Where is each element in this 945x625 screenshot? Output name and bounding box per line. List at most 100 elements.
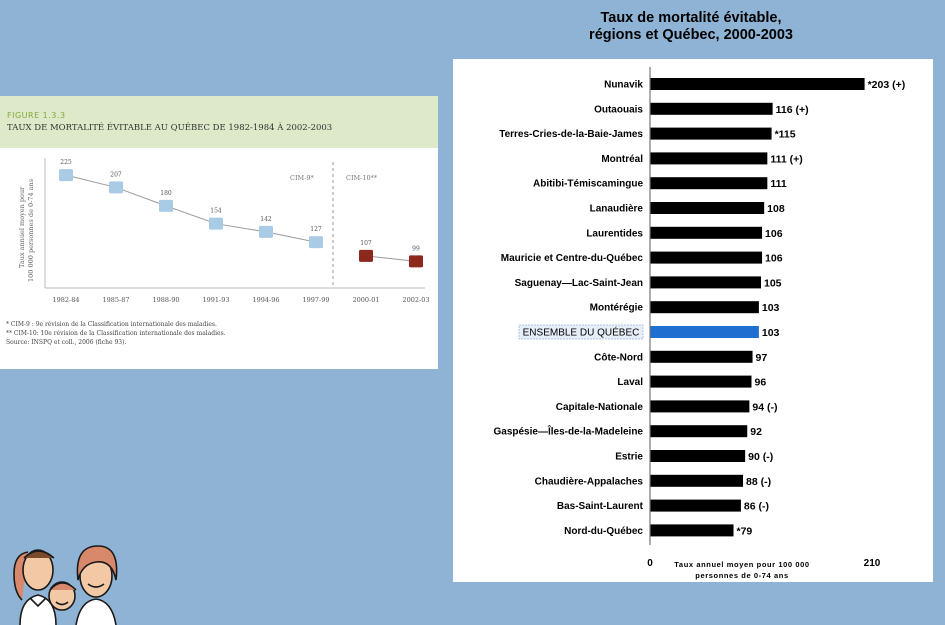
bar <box>650 276 761 289</box>
x-tick-0: 0 <box>647 558 653 569</box>
cim10-label: CIM-10** <box>346 174 378 182</box>
figure-notes: * CIM-9 : 9e révision de la Classificati… <box>6 320 226 347</box>
bar <box>650 400 750 413</box>
category-label: Bas-Saint-Laurent <box>557 501 644 512</box>
trend-line-chart: Taux annuel moyen pour 100 000 personnes… <box>18 158 430 304</box>
category-label: Capitale-Nationale <box>556 402 644 413</box>
bar <box>650 450 746 462</box>
value-label: *203 (+) <box>868 79 906 91</box>
category-label: Saguenay—Lac-Saint-Jean <box>515 278 643 289</box>
value-label: 97 <box>756 352 768 364</box>
line-chart-ylabel-2: 100 000 personnes de 0-74 ans <box>27 179 35 282</box>
bar-chart-panel: Nunavik *203 (+) Outaouais 116 (+) Terres-Cr… <box>453 59 933 582</box>
x-tick-label: 1985-87 <box>102 296 129 304</box>
x-tick-label: 1988-90 <box>152 296 179 304</box>
data-label: 99 <box>412 245 420 252</box>
bar-highlight <box>650 326 759 338</box>
category-label: Estrie <box>615 452 643 463</box>
data-label: 142 <box>260 216 272 223</box>
value-label: 103 <box>762 302 780 314</box>
x-tick-210: 210 <box>864 558 881 569</box>
data-label: 225 <box>60 159 72 166</box>
value-label: 106 <box>765 253 783 265</box>
category-label: Chaudière-Appalaches <box>535 476 644 487</box>
data-label: 207 <box>110 171 122 178</box>
bar <box>650 177 768 190</box>
bar <box>650 102 773 115</box>
x-tick-label: 1994-96 <box>252 296 279 304</box>
line-chart-ylabel-1: Taux annuel moyen pour <box>18 186 26 268</box>
x-tick-label: 1991-93 <box>202 296 229 304</box>
value-label: 103 <box>762 327 780 339</box>
bar-chart-title: Taux de mortalité évitable, régions et Q… <box>541 10 841 44</box>
category-label: Terres-Cries-de-la-Baie-James <box>499 129 643 140</box>
left-figure-panel: FIGURE 1.3.3 TAUX DE MORTALITÉ ÉVITABLE … <box>0 96 438 369</box>
value-label: 90 (-) <box>748 451 773 463</box>
value-label: 105 <box>764 277 782 289</box>
x-axis-label-1: Taux annuel moyen pour 100 000 <box>674 560 809 569</box>
data-point <box>159 199 173 212</box>
data-point <box>209 217 223 230</box>
bar-chart-title-line-1: Taux de mortalité évitable, <box>600 10 782 26</box>
family-illustration <box>13 545 118 625</box>
data-point <box>359 249 373 262</box>
figure-title: TAUX DE MORTALITÉ ÉVITABLE AU QUÉBEC DE … <box>7 123 333 133</box>
x-tick-label: 2002-03 <box>402 296 429 304</box>
value-label: 88 (-) <box>746 476 771 488</box>
figure-label: FIGURE 1.3.3 <box>7 111 66 120</box>
value-label: 108 <box>767 203 785 215</box>
bar <box>650 301 759 314</box>
value-label: 111 (+) <box>770 153 802 165</box>
value-label: 111 <box>770 178 787 190</box>
bar <box>650 78 865 90</box>
x-tick-label: 1997-99 <box>302 296 329 304</box>
category-label: Montérégie <box>590 303 644 314</box>
category-label: Laval <box>617 377 643 388</box>
figure-header: FIGURE 1.3.3 TAUX DE MORTALITÉ ÉVITABLE … <box>0 96 438 148</box>
value-label: 94 (-) <box>752 401 777 413</box>
regional-bar-chart: Nunavik *203 (+) Outaouais 116 (+) Terres-Cr… <box>493 67 906 580</box>
bar <box>650 425 748 438</box>
x-tick-label: 1982-84 <box>52 296 79 304</box>
value-label: 116 (+) <box>776 104 809 116</box>
highlight-label-box <box>518 324 644 340</box>
bar <box>650 524 734 537</box>
category-label: Côte-Nord <box>594 352 643 363</box>
data-point <box>409 255 423 268</box>
bar <box>650 202 765 214</box>
x-tick-label: 2000-01 <box>352 296 379 304</box>
bar <box>650 152 768 165</box>
value-label: 106 <box>765 228 783 240</box>
data-point <box>109 181 123 194</box>
data-label: 127 <box>310 226 322 233</box>
category-label: Laurentides <box>586 228 643 239</box>
data-label: 154 <box>210 208 222 215</box>
cim9-label: CIM-9* <box>290 174 315 182</box>
data-point <box>309 236 323 249</box>
series-line-cim9 <box>65 174 317 243</box>
bar <box>650 127 772 140</box>
value-label: 86 (-) <box>744 501 769 513</box>
note-cim10: ** CIM-10: 10e révision de la Classifica… <box>6 330 226 337</box>
category-label: Nord-du-Québec <box>564 526 643 537</box>
note-cim9: * CIM-9 : 9e révision de la Classificati… <box>6 321 217 328</box>
bar-chart-title-line-2: régions et Québec, 2000-2003 <box>589 27 793 43</box>
category-label: Nunavik <box>604 80 643 91</box>
note-source: Source: INSPQ et coll., 2006 (fiche 93). <box>6 339 127 346</box>
category-label: Mauricie et Centre-du-Québec <box>501 253 644 264</box>
data-point <box>59 169 73 182</box>
bar <box>650 350 753 363</box>
value-label: *79 <box>737 525 753 537</box>
category-label: Gaspésie—Îles-de-la-Madeleine <box>493 425 643 438</box>
bar <box>650 499 741 512</box>
value-label: 92 <box>750 426 762 438</box>
bar <box>650 474 744 487</box>
value-label: *115 <box>775 129 796 141</box>
bar <box>650 375 752 388</box>
category-label: Montréal <box>601 154 643 165</box>
x-axis-label-2: personnes de 0-74 ans <box>695 571 788 580</box>
bar <box>650 251 763 264</box>
category-label: ENSEMBLE DU QUÉBEC <box>523 326 640 339</box>
series-line-cim10 <box>365 255 417 262</box>
data-label: 107 <box>360 240 372 247</box>
